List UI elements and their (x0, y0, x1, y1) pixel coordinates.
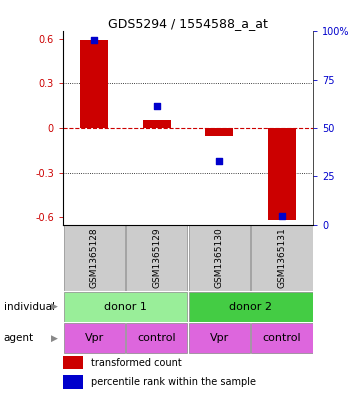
Point (91, 37, 97, 43)
Text: GSM1365128: GSM1365128 (90, 228, 99, 288)
Bar (63, 356, 83, 369)
Bar (64, 323, 125, 353)
Bar (189, 323, 250, 353)
Bar (64, 292, 188, 321)
Text: donor 2: donor 2 (229, 301, 272, 312)
Text: percentile rank within the sample: percentile rank within the sample (90, 377, 256, 387)
Text: control: control (138, 333, 176, 343)
Bar (126, 323, 188, 353)
Text: ▶: ▶ (51, 302, 58, 311)
Point (216, 158, 222, 164)
Text: ▶: ▶ (51, 333, 58, 342)
Text: individual: individual (4, 301, 55, 312)
Bar (189, 224, 250, 291)
Text: Vpr: Vpr (210, 333, 229, 343)
Bar (268, 128, 296, 220)
Text: donor 1: donor 1 (104, 301, 147, 312)
Bar (63, 375, 83, 389)
Bar (126, 224, 188, 291)
Bar (251, 224, 312, 291)
Bar (251, 323, 312, 353)
Text: GSM1365129: GSM1365129 (152, 228, 161, 288)
Text: control: control (262, 333, 301, 343)
Text: transformed count: transformed count (90, 358, 181, 367)
Point (154, 103, 160, 109)
Text: GSM1365130: GSM1365130 (215, 227, 224, 288)
Bar (80, 40, 108, 128)
Text: GSM1365131: GSM1365131 (278, 227, 287, 288)
Bar (143, 120, 171, 128)
Bar (205, 128, 233, 136)
Text: agent: agent (4, 333, 34, 343)
Bar (189, 292, 312, 321)
Point (279, 213, 285, 219)
Text: Vpr: Vpr (85, 333, 104, 343)
Bar (64, 224, 125, 291)
Title: GDS5294 / 1554588_a_at: GDS5294 / 1554588_a_at (108, 17, 268, 30)
